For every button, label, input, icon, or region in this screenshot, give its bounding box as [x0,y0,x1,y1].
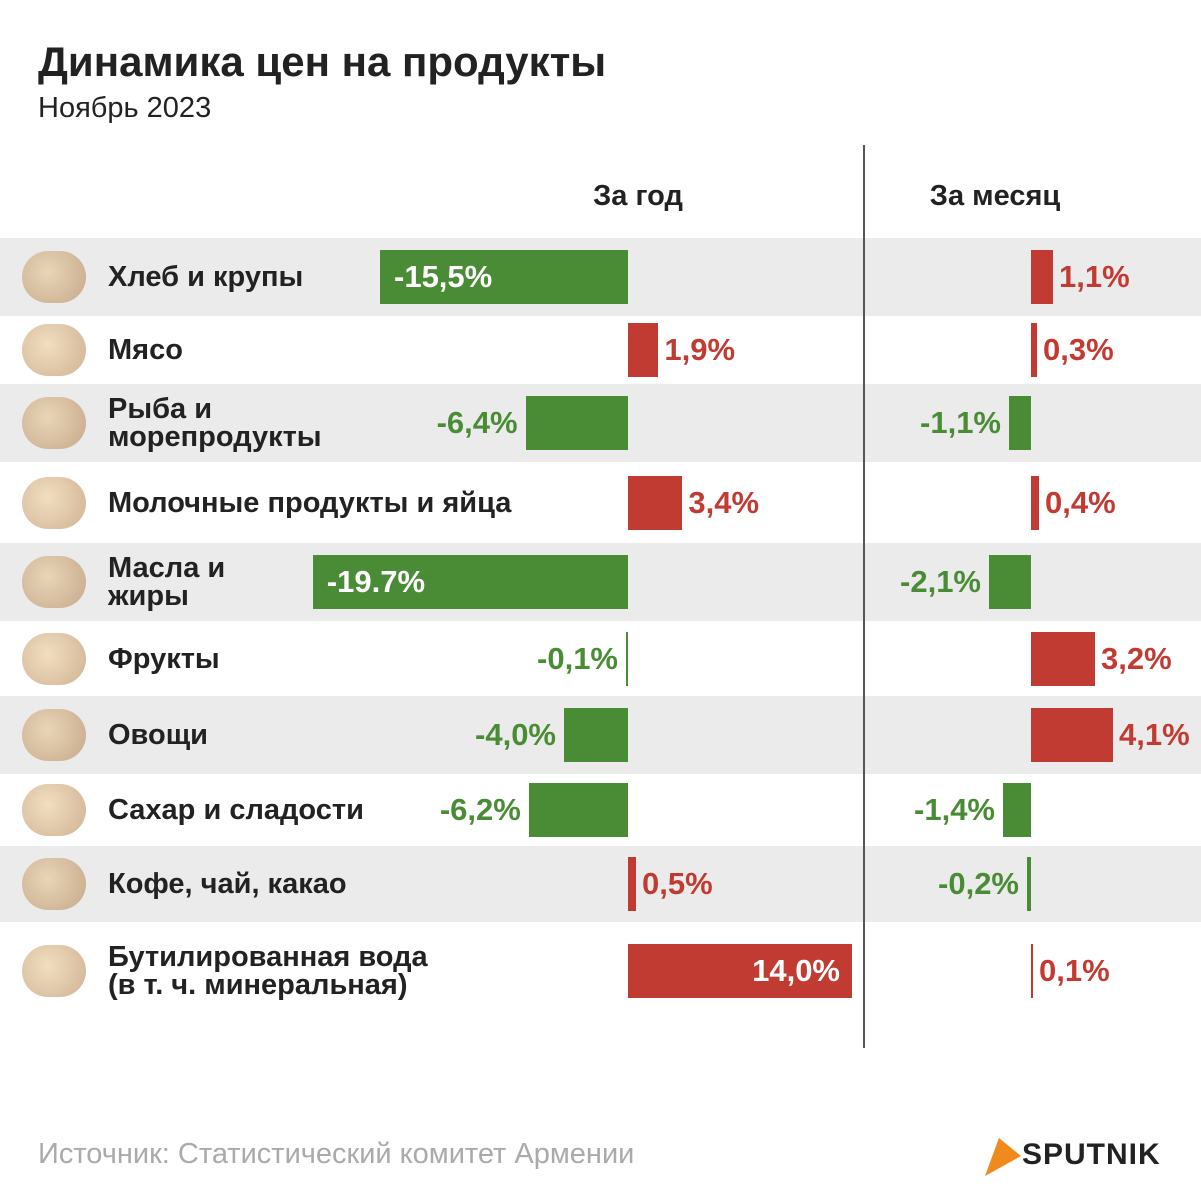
bar [528,783,628,837]
bar [626,631,628,686]
divider [863,145,865,1048]
value-label: -4,0% [475,717,556,752]
source: Источник: Статистический комитет Армении [38,1138,635,1170]
brand: SPUTNIK [1022,1138,1161,1171]
title: Динамика цен на продукты [38,38,607,85]
bar [1031,475,1039,530]
value-label: 4,1% [1119,717,1190,752]
row-band [0,846,1201,922]
value-label: -6,4% [436,405,518,440]
bar [525,396,628,450]
category-label: Сахар и сладости [108,794,364,826]
category-label: Овощи [108,719,209,751]
category-label: Молочные продукты и яйца [108,486,512,519]
brand-logo [985,1138,1021,1176]
bar [1031,944,1033,998]
category-label: Кофе, чай, какао [108,868,347,900]
category-label: Рыба и морепродукты [108,393,322,453]
bar [564,708,628,762]
bar [1027,857,1031,911]
category-label: Хлеб и крупы [108,261,304,293]
subtitle: Ноябрь 2023 [38,92,212,124]
bar [628,857,636,911]
bar [380,250,628,304]
value-label: 3,4% [688,484,760,520]
bar [1031,323,1037,377]
value-label: 0,4% [1045,484,1116,520]
value-label: 0,5% [642,866,713,901]
bar [1031,250,1053,304]
bar [628,475,683,530]
icon [22,251,86,303]
category-label: Бутилированная вода (в т. ч. минеральная… [108,941,428,1001]
category-label: Масла и жиры [108,552,226,612]
value-label: 3,2% [1101,640,1172,676]
value-label: 0,1% [1039,953,1110,988]
bar [1031,708,1113,762]
icon [22,476,86,529]
bar [1009,396,1031,450]
value-label: 1,9% [664,332,736,367]
bar [628,323,659,377]
value-label: -19.7% [326,564,426,599]
icon [22,397,86,449]
column-header: За месяц [929,180,1061,212]
value-label: -6,2% [439,792,521,827]
bar [312,555,628,609]
value-label: -2,1% [900,564,981,599]
icon [22,784,86,836]
value-label: -0,2% [938,866,1019,901]
value-label: -15,5% [394,259,493,294]
bar [1031,631,1095,686]
column-header: За год [593,180,683,212]
value-label: -1,1% [920,405,1001,440]
icon [22,858,86,910]
category-label: Мясо [108,334,183,366]
bar [628,944,852,998]
value-label: 1,1% [1059,259,1130,294]
category-label: Фрукты [108,642,220,675]
icon [22,324,86,376]
value-label: 14,0% [752,953,840,988]
bar [1003,783,1031,837]
icon [22,632,86,685]
icon [22,556,86,608]
value-label: -0,1% [537,640,618,676]
value-label: 0,3% [1043,332,1114,367]
bar [989,555,1031,609]
value-label: -1,4% [914,792,995,827]
icon [22,709,86,761]
icon [22,945,86,997]
